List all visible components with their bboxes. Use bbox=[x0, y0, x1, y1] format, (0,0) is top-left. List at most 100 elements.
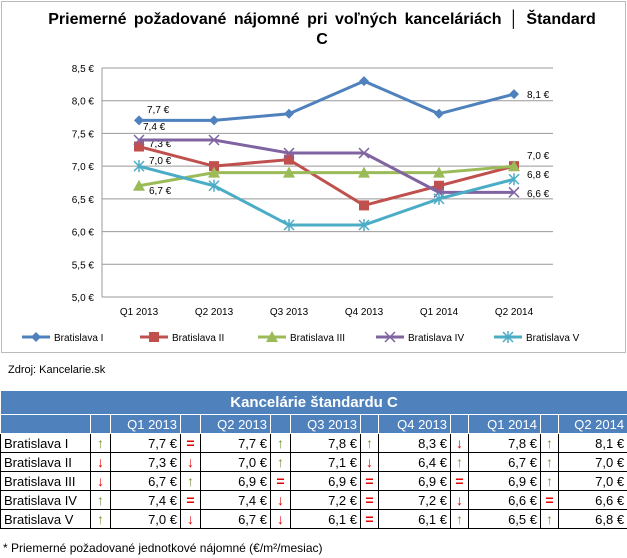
arrow-up-icon: ↑ bbox=[540, 433, 559, 453]
data-label: 6,8 € bbox=[527, 170, 550, 181]
series-line bbox=[138, 145, 515, 208]
arrow-down-icon: ↓ bbox=[450, 490, 469, 510]
data-point bbox=[133, 160, 145, 173]
arrow-down-icon: ↓ bbox=[270, 509, 291, 529]
data-point bbox=[134, 141, 144, 152]
series-bratislava-v: 7,0 € 6,8 € bbox=[133, 156, 550, 232]
y-tick-label: 5,5 € bbox=[72, 260, 95, 271]
rent-value: 7,7 € bbox=[200, 433, 271, 453]
column-header: Q4 2013 bbox=[378, 414, 451, 434]
legend-label: Bratislava II bbox=[172, 333, 224, 344]
arrow-down-icon: ↓ bbox=[180, 509, 201, 529]
data-label: 7,0 € bbox=[527, 151, 550, 162]
rent-value: 6,4 € bbox=[378, 452, 451, 472]
x-tick-label: Q2 2014 bbox=[495, 307, 534, 318]
source-note: Zdroj: Kancelarie.sk bbox=[8, 364, 106, 376]
header-arrow-col bbox=[540, 414, 559, 434]
rent-value: 6,6 € bbox=[468, 490, 541, 510]
data-point bbox=[283, 219, 295, 232]
legend-label: Bratislava III bbox=[290, 333, 345, 344]
arrow-up-icon: ↑ bbox=[180, 471, 201, 491]
rent-value: 7,1 € bbox=[290, 452, 361, 472]
arrow-up-icon: ↑ bbox=[540, 471, 559, 491]
data-label: 7,7 € bbox=[147, 105, 170, 116]
arrow-down-icon: ↓ bbox=[360, 452, 379, 472]
series-line bbox=[138, 164, 515, 227]
table-row: Bratislava III ↓ 6,7 € ↑ 6,9 € = 6,9 € = 6,9 € = 6… bbox=[0, 471, 627, 491]
row-name: Bratislava V bbox=[0, 509, 91, 529]
rent-value: 7,2 € bbox=[290, 490, 361, 510]
legend-item: Bratislava II bbox=[140, 332, 224, 344]
equal-icon: = bbox=[450, 471, 469, 491]
arrow-up-icon: ↑ bbox=[270, 452, 291, 472]
arrow-up-icon: ↑ bbox=[540, 509, 559, 529]
data-point bbox=[433, 166, 445, 178]
table-header-row: Q1 2013 Q2 2013 Q3 2013 Q4 2013 Q1 2014 Q2 20… bbox=[0, 414, 627, 434]
rent-value: 7,0 € bbox=[557, 471, 627, 491]
rent-value: 6,6 € bbox=[557, 490, 627, 510]
y-tick-label: 8,5 € bbox=[72, 64, 95, 75]
data-point bbox=[358, 219, 370, 232]
data-point bbox=[284, 154, 294, 165]
arrow-up-icon: ↑ bbox=[540, 452, 559, 472]
header-arrow-col bbox=[450, 414, 469, 434]
row-name: Bratislava III bbox=[0, 471, 91, 491]
row-name: Bratislava I bbox=[0, 433, 91, 453]
rent-value: 6,1 € bbox=[378, 509, 451, 529]
legend-label: Bratislava I bbox=[54, 333, 103, 344]
y-tick-label: 7,0 € bbox=[72, 162, 95, 173]
data-point bbox=[209, 115, 219, 126]
rent-value: 6,7 € bbox=[200, 509, 271, 529]
table-title: Kancelárie štandardu C bbox=[0, 390, 627, 415]
legend-item: Bratislava I bbox=[22, 332, 103, 344]
data-point bbox=[149, 332, 159, 342]
rent-value: 6,9 € bbox=[468, 471, 541, 491]
header-arrow-col bbox=[90, 414, 111, 434]
rent-value: 7,4 € bbox=[200, 490, 271, 510]
data-point bbox=[508, 173, 520, 186]
data-point bbox=[134, 115, 144, 126]
data-point bbox=[509, 89, 519, 100]
row-name: Bratislava IV bbox=[0, 490, 91, 510]
header-blank bbox=[0, 414, 91, 434]
series-bratislava-i: 7,7 € 8,1 € bbox=[134, 76, 550, 126]
data-label: 6,7 € bbox=[149, 186, 172, 197]
data-point bbox=[208, 179, 220, 192]
equal-icon: = bbox=[360, 490, 379, 510]
y-tick-label: 6,5 € bbox=[72, 195, 95, 206]
data-label: 7,0 € bbox=[149, 156, 172, 167]
series-bratislava-iii: 6,7 € bbox=[133, 160, 520, 197]
y-tick-label: 5,0 € bbox=[72, 293, 95, 304]
rent-value: 6,8 € bbox=[557, 509, 627, 529]
rent-value: 7,2 € bbox=[378, 490, 451, 510]
rent-value: 6,7 € bbox=[110, 471, 181, 491]
table-row: Bratislava V ↑ 7,0 € ↓ 6,7 € ↓ 6,1 € = 6,1 € ↑ 6,5… bbox=[0, 509, 627, 529]
column-header: Q3 2013 bbox=[290, 414, 361, 434]
arrow-up-icon: ↑ bbox=[450, 509, 469, 529]
arrow-down-icon: ↓ bbox=[450, 433, 469, 453]
legend-item: Bratislava III bbox=[258, 331, 345, 344]
column-header: Q1 2013 bbox=[110, 414, 181, 434]
header-arrow-col bbox=[360, 414, 379, 434]
equal-icon: = bbox=[270, 471, 291, 491]
table-row: Bratislava IV ↑ 7,4 € = 7,4 € ↓ 7,2 € = 7,2 € ↓ 6,… bbox=[0, 490, 627, 510]
data-label: 6,6 € bbox=[527, 189, 550, 200]
data-point bbox=[434, 180, 444, 191]
rent-value: 7,0 € bbox=[557, 452, 627, 472]
rent-value: 6,9 € bbox=[378, 471, 451, 491]
rent-value: 7,3 € bbox=[110, 452, 181, 472]
rent-value: 7,7 € bbox=[110, 433, 181, 453]
arrow-up-icon: ↑ bbox=[360, 433, 379, 453]
series-line bbox=[138, 164, 515, 188]
rent-value: 6,5 € bbox=[468, 509, 541, 529]
equal-icon: = bbox=[360, 471, 379, 491]
arrow-down-icon: ↓ bbox=[90, 452, 111, 472]
arrow-down-icon: ↓ bbox=[270, 490, 291, 510]
data-point bbox=[508, 160, 520, 172]
legend-item: Bratislava V bbox=[494, 331, 580, 344]
equal-icon: = bbox=[360, 509, 379, 529]
data-point bbox=[358, 166, 370, 178]
data-point bbox=[133, 134, 145, 146]
x-tick-label: Q3 2013 bbox=[270, 307, 309, 318]
